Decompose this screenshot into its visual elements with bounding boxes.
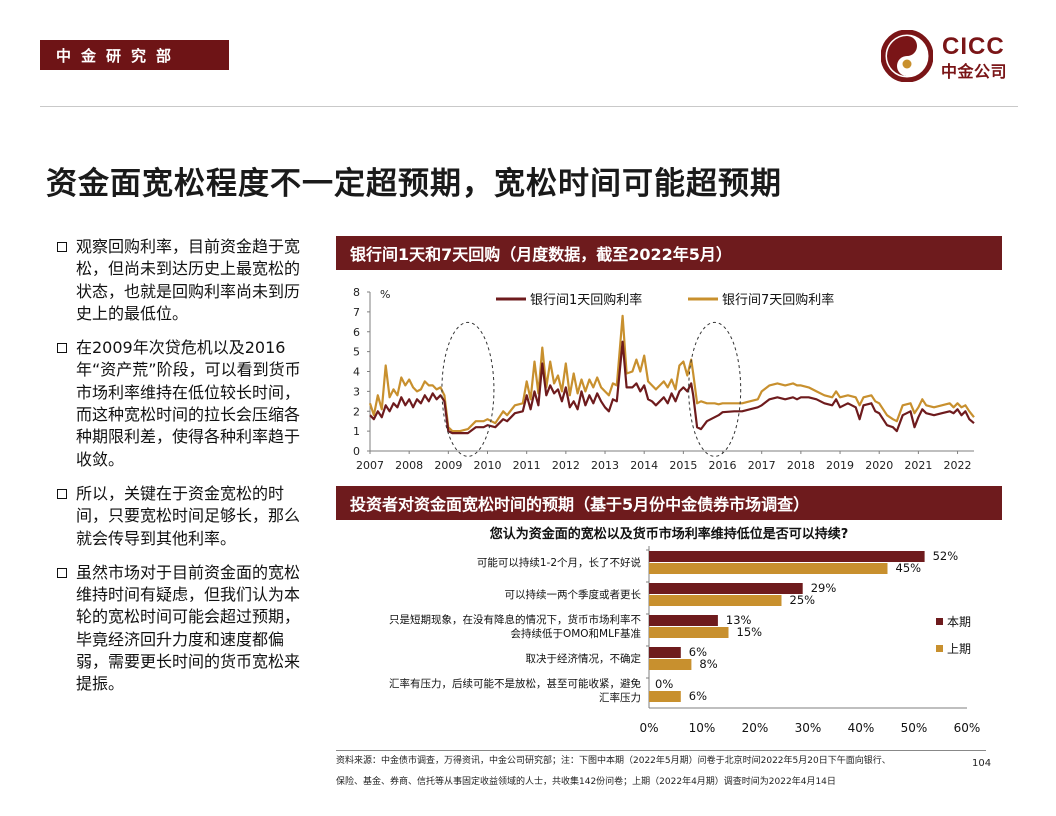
highlight-ellipse-2016 bbox=[688, 321, 742, 457]
bar-value-label: 6% bbox=[689, 645, 707, 659]
bullet-item: 观察回购利率，目前资金趋于宽松，但尚未到达历史上最宽松的状态，也就是回购利率尚未… bbox=[56, 236, 314, 325]
page-number: 104 bbox=[972, 758, 992, 769]
x-tick-label: 2011 bbox=[513, 459, 541, 472]
source-note: 资料来源：中金债市调查，万得资讯，中金公司研究部；注：下图中本期（2022年5月… bbox=[336, 750, 986, 793]
bar-value-label: 29% bbox=[811, 581, 837, 595]
bar-previous bbox=[649, 691, 681, 702]
bar-previous bbox=[649, 659, 692, 670]
legend-swatch bbox=[936, 645, 943, 652]
bar-value-label: 25% bbox=[790, 593, 816, 607]
x-tick-label: 20% bbox=[742, 721, 769, 735]
legend-swatch bbox=[936, 618, 943, 625]
bullet-square-icon bbox=[57, 242, 67, 252]
x-tick-label: 2009 bbox=[434, 459, 462, 472]
chart-title: 您认为资金面的宽松以及货币市场利率维持低位是否可以持续? bbox=[490, 526, 849, 542]
y-tick-label: 6 bbox=[353, 326, 360, 339]
bar-current bbox=[649, 551, 925, 562]
x-tick-label: 2012 bbox=[552, 459, 580, 472]
x-tick-label: 2022 bbox=[944, 459, 972, 472]
legend-label: 本期 bbox=[947, 615, 971, 629]
x-tick-label: 30% bbox=[795, 721, 822, 735]
x-tick-label: 50% bbox=[901, 721, 928, 735]
legend-label: 银行间1天回购利率 bbox=[530, 292, 642, 308]
cicc-logo-icon bbox=[881, 30, 933, 82]
y-tick-label: 4 bbox=[353, 366, 360, 379]
bar-value-label: 45% bbox=[896, 561, 922, 575]
bullet-item: 在2009年次贷危机以及2016年“资产荒”阶段，可以看到货币市场利率维持在低位… bbox=[56, 337, 314, 471]
logo-text-cn: 中金公司 bbox=[941, 62, 1008, 81]
bullet-text: 在2009年次贷危机以及2016年“资产荒”阶段，可以看到货币市场利率维持在低位… bbox=[76, 338, 301, 469]
x-tick-label: 0% bbox=[639, 721, 658, 735]
category-label: 可能可以持续1-2个月，长了不好说 bbox=[477, 556, 642, 569]
bar-previous bbox=[649, 595, 782, 606]
y-axis-unit: % bbox=[380, 288, 390, 301]
bar-previous bbox=[649, 563, 888, 574]
series-line-1day bbox=[369, 340, 975, 435]
y-tick-label: 1 bbox=[353, 425, 360, 438]
x-tick-label: 60% bbox=[954, 721, 981, 735]
category-label: 取决于经济情况，不确定 bbox=[526, 652, 642, 665]
y-tick-label: 3 bbox=[353, 385, 360, 398]
header-divider bbox=[40, 106, 1018, 107]
source-line: 资料来源：中金债市调查，万得资讯，中金公司研究部；注：下图中本期（2022年5月… bbox=[336, 756, 891, 766]
bar-value-label: 15% bbox=[737, 625, 763, 639]
x-tick-label: 2016 bbox=[709, 459, 737, 472]
bullet-item: 虽然市场对于目前资金面的宽松维持时间有疑虑，但我们认为本轮的宽松时间可能会超过预… bbox=[56, 562, 314, 696]
bar-value-label: 52% bbox=[933, 549, 959, 563]
department-tag: 中金研究部 bbox=[40, 40, 229, 70]
logo-text-en: CICC bbox=[942, 33, 1005, 60]
category-label: 只是短期现象，在没有降息的情况下，货币市场利率不 bbox=[389, 613, 641, 626]
highlight-ellipse-2009 bbox=[441, 321, 495, 457]
bar-previous bbox=[649, 627, 729, 638]
x-tick-label: 2019 bbox=[826, 459, 854, 472]
category-label: 汇率压力 bbox=[599, 691, 641, 704]
x-tick-label: 2013 bbox=[591, 459, 619, 472]
bar-value-label: 6% bbox=[689, 689, 707, 703]
bar-value-label: 8% bbox=[699, 657, 717, 671]
survey-chart-header: 投资者对资金面宽松时间的预期（基于5月份中金债券市场调查） bbox=[336, 486, 1002, 520]
y-tick-label: 0 bbox=[353, 445, 360, 458]
category-label: 汇率有压力，后续可能不是放松，甚至可能收紧，避免 bbox=[389, 677, 641, 690]
x-tick-label: 2014 bbox=[630, 459, 658, 472]
y-tick-label: 2 bbox=[353, 405, 360, 418]
bar-current bbox=[649, 615, 718, 626]
bar-value-label: 0% bbox=[655, 677, 673, 691]
bullet-square-icon bbox=[57, 488, 67, 499]
legend-label: 银行间7天回购利率 bbox=[722, 292, 834, 308]
legend-label: 上期 bbox=[947, 642, 971, 656]
x-tick-label: 2018 bbox=[787, 459, 815, 472]
x-tick-label: 2008 bbox=[395, 459, 423, 472]
x-tick-label: 2020 bbox=[865, 459, 893, 472]
x-tick-label: 10% bbox=[689, 721, 716, 735]
bullet-text: 所以，关键在于资金宽松的时间，只要宽松时间足够长，那么就会传导到其他利率。 bbox=[76, 483, 301, 548]
x-tick-label: 2021 bbox=[904, 459, 932, 472]
category-label: 会持续低于OMO和MLF基准 bbox=[510, 627, 641, 640]
survey-bar-chart: 您认为资金面的宽松以及货币市场利率维持低位是否可以持续? 0% 10% 20% 30% 4… bbox=[389, 526, 981, 735]
bullet-text: 观察回购利率，目前资金趋于宽松，但尚未到达历史上最宽松的状态，也就是回购利率尚未… bbox=[76, 237, 301, 323]
bar-value-label: 13% bbox=[726, 613, 752, 627]
bar-current bbox=[649, 583, 803, 594]
bullet-text: 虽然市场对于目前资金面的宽松维持时间有疑虑，但我们认为本轮的宽松时间可能会超过预… bbox=[76, 562, 301, 694]
cicc-logo: CICC 中金公司 bbox=[881, 30, 1021, 82]
page-title: 资金面宽松程度不一定超预期，宽松时间可能超预期 bbox=[46, 166, 782, 202]
x-tick-label: 2017 bbox=[748, 459, 776, 472]
y-tick-label: 7 bbox=[353, 306, 360, 319]
series-line-7day bbox=[368, 314, 975, 433]
bullet-square-icon bbox=[57, 567, 67, 578]
bar-current bbox=[649, 647, 681, 658]
repo-chart-header: 银行间1天和7天回购（月度数据，截至2022年5月） bbox=[336, 236, 1002, 270]
bullet-item: 所以，关键在于资金宽松的时间，只要宽松时间足够长，那么就会传导到其他利率。 bbox=[56, 483, 314, 550]
y-tick-label: 5 bbox=[353, 346, 360, 359]
bullet-list: 观察回购利率，目前资金趋于宽松，但尚未到达历史上最宽松的状态，也就是回购利率尚未… bbox=[56, 236, 314, 708]
repo-rate-line-chart: 0 1 2 3 4 5 6 7 8 % 2007 2008 2009 2010 2011 2012 2013 20… bbox=[353, 286, 975, 472]
y-tick-label: 8 bbox=[353, 286, 360, 299]
source-line: 保险、基金、券商、信托等从事固定收益领域的人士，共收集142份问卷；上期（202… bbox=[336, 777, 836, 787]
x-tick-label: 2007 bbox=[356, 459, 384, 472]
category-label: 可以持续一两个季度或者更长 bbox=[505, 588, 642, 601]
x-tick-label: 2010 bbox=[474, 459, 502, 472]
x-tick-label: 2015 bbox=[669, 459, 697, 472]
bullet-square-icon bbox=[57, 343, 67, 354]
x-tick-label: 40% bbox=[848, 721, 875, 735]
